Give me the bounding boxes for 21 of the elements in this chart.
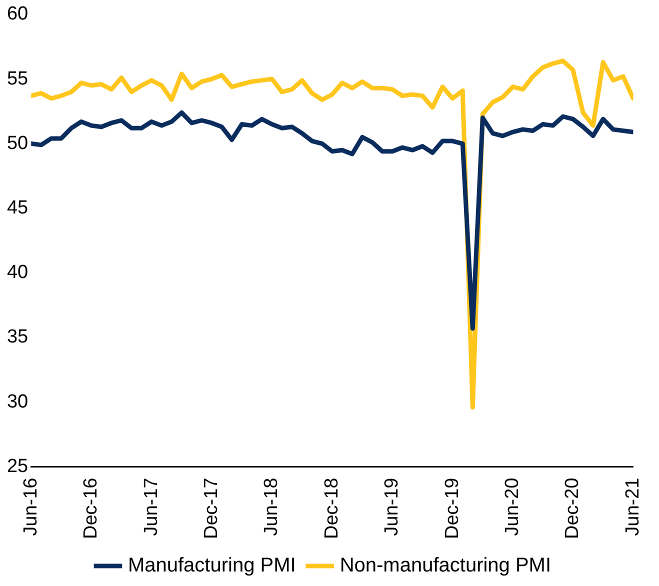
x-tick-label: Dec-18 xyxy=(321,478,342,539)
y-tick-label: 60 xyxy=(6,4,28,25)
y-tick-label: 25 xyxy=(6,456,28,477)
x-tick-label: Jun-17 xyxy=(140,478,162,536)
legend-label: Manufacturing PMI xyxy=(128,554,296,577)
y-tick-label: 55 xyxy=(6,68,28,90)
x-tick-label: Dec-19 xyxy=(442,478,463,539)
y-tick-label: 50 xyxy=(6,132,28,154)
x-tick-label: Dec-17 xyxy=(200,478,222,539)
x-tick-label: Dec-20 xyxy=(562,478,584,539)
x-tick-label: Jun-20 xyxy=(502,478,524,536)
x-tick-label: Jun-16 xyxy=(20,478,42,536)
legend-label: Non-manufacturing PMI xyxy=(340,554,552,577)
y-tick-label: 40 xyxy=(6,262,28,284)
y-tick-label: 30 xyxy=(6,391,28,412)
x-tick-label: Jun-19 xyxy=(382,478,403,536)
x-tick-label: Jun-21 xyxy=(622,478,644,536)
y-tick-label: 35 xyxy=(6,326,28,348)
y-tick-label: 45 xyxy=(6,198,28,218)
x-tick-label: Jun-18 xyxy=(261,478,282,536)
x-tick-label: Dec-16 xyxy=(80,478,102,539)
